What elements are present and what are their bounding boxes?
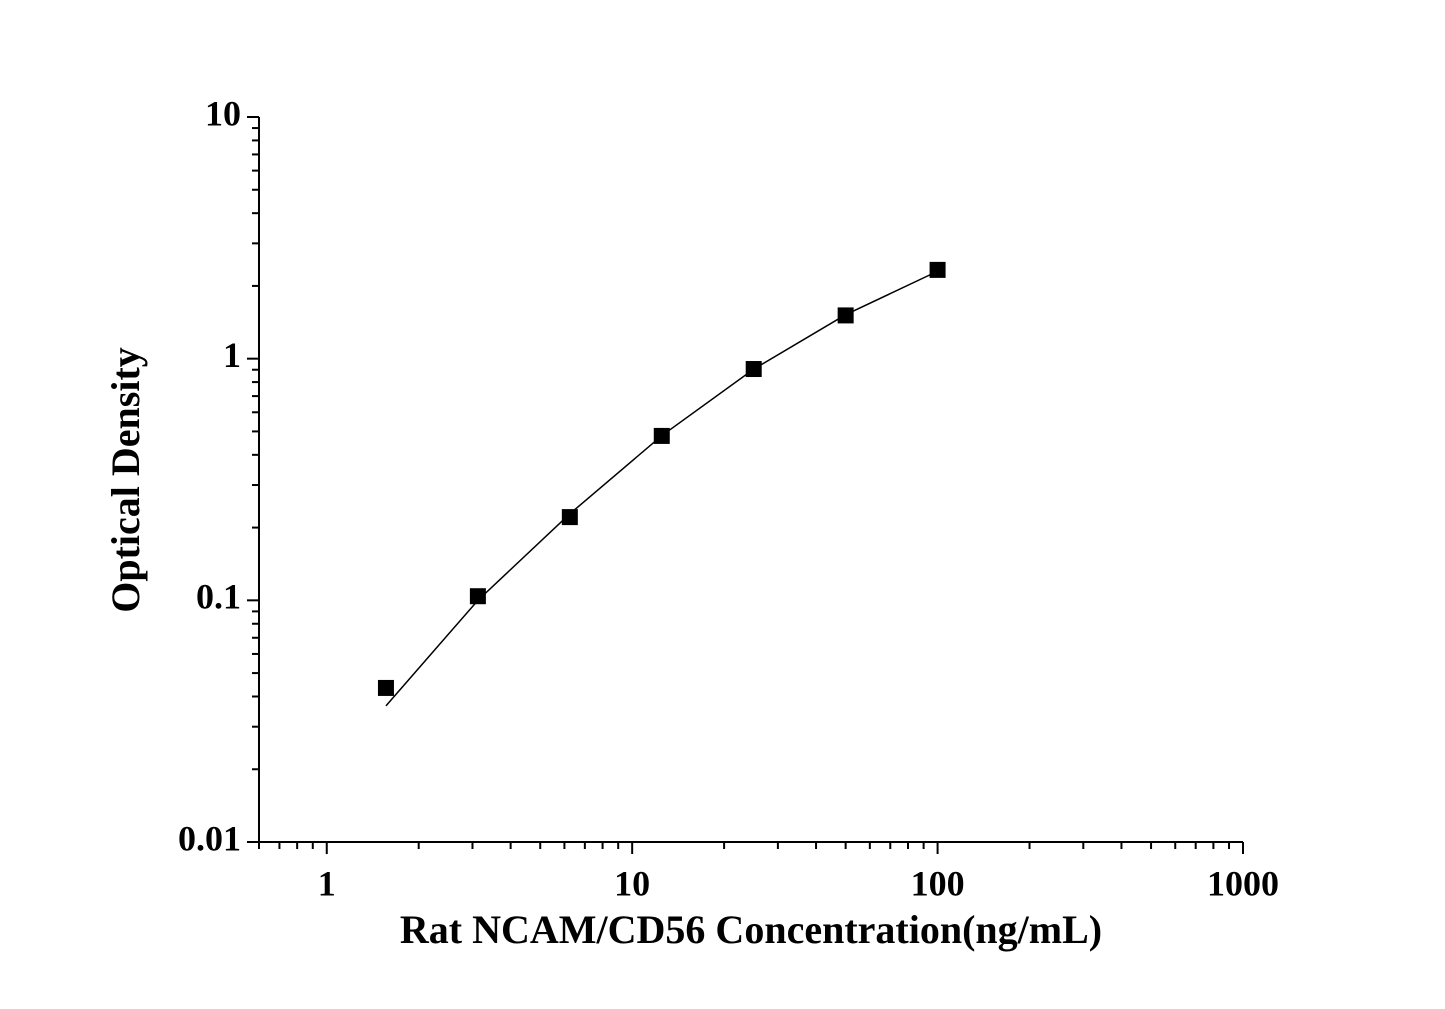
fit-line [385, 270, 938, 707]
x-tick-label: 100 [911, 863, 965, 903]
x-tick-label: 1 [318, 863, 336, 903]
y-tick-label: 1 [223, 335, 241, 375]
marker [837, 307, 854, 324]
x-axis-title: Rat NCAM/CD56 Concentration(ng/mL) [400, 907, 1102, 952]
marker [653, 427, 670, 444]
y-axis-title: Optical Density [103, 347, 148, 613]
y-tick-label: 10 [205, 93, 241, 133]
y-tick-label: 0.1 [196, 577, 241, 617]
marker [561, 509, 578, 526]
y-tick-label: 0.01 [178, 818, 241, 858]
x-tick-label: 10 [614, 863, 650, 903]
marker [745, 361, 762, 378]
marker [469, 588, 486, 605]
marker [377, 679, 394, 696]
marker [929, 261, 946, 278]
x-tick-label: 1000 [1207, 863, 1279, 903]
